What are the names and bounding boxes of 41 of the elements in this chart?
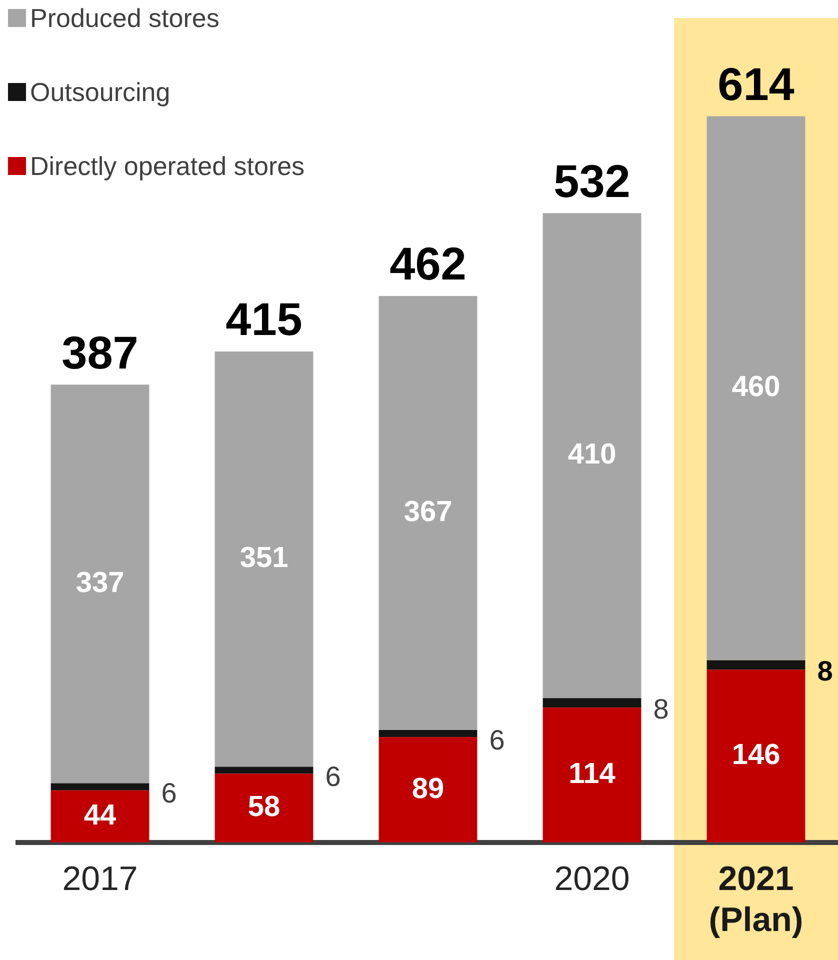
- total-label: 462: [390, 238, 466, 290]
- data-label: 6: [161, 778, 177, 809]
- bar: [378, 737, 478, 842]
- bar: [378, 296, 478, 730]
- data-label: 58: [248, 791, 280, 824]
- total-label: 532: [554, 154, 630, 207]
- bar: [50, 384, 150, 784]
- data-label: 44: [84, 799, 116, 832]
- data-label: 89: [412, 772, 444, 805]
- bar: [706, 660, 806, 670]
- data-label: 460: [732, 371, 780, 404]
- x-tick-label: 2021 (Plan): [708, 860, 804, 939]
- data-label: 8: [653, 694, 669, 725]
- bar: [542, 708, 642, 842]
- data-label: 367: [404, 496, 452, 528]
- bar: [50, 783, 150, 790]
- bar: [214, 774, 314, 842]
- x-tick-label: 2020: [554, 860, 630, 898]
- data-label: 146: [732, 739, 780, 772]
- bar: [706, 116, 806, 660]
- x-tick-label: 2017: [62, 860, 138, 898]
- bar: [542, 213, 642, 698]
- bar: [50, 790, 150, 842]
- data-label: 8: [817, 656, 833, 687]
- legend-label: Produced stores: [30, 2, 220, 34]
- total-label: 415: [226, 293, 302, 346]
- total-label: 614: [718, 58, 795, 110]
- bar: [542, 698, 642, 708]
- bar: [706, 670, 806, 842]
- total-label: 387: [62, 326, 138, 378]
- legend-label: Directly operated stores: [30, 150, 305, 182]
- data-label: 6: [325, 760, 341, 792]
- bar: [378, 730, 478, 738]
- data-label: 6: [489, 724, 505, 756]
- data-label: 114: [568, 758, 616, 790]
- data-label: 351: [240, 542, 288, 574]
- data-label: 410: [568, 438, 616, 471]
- data-label: 337: [76, 566, 124, 599]
- bar: [214, 766, 314, 774]
- bar: [214, 352, 314, 767]
- legend-label: Outsourcing: [30, 76, 170, 108]
